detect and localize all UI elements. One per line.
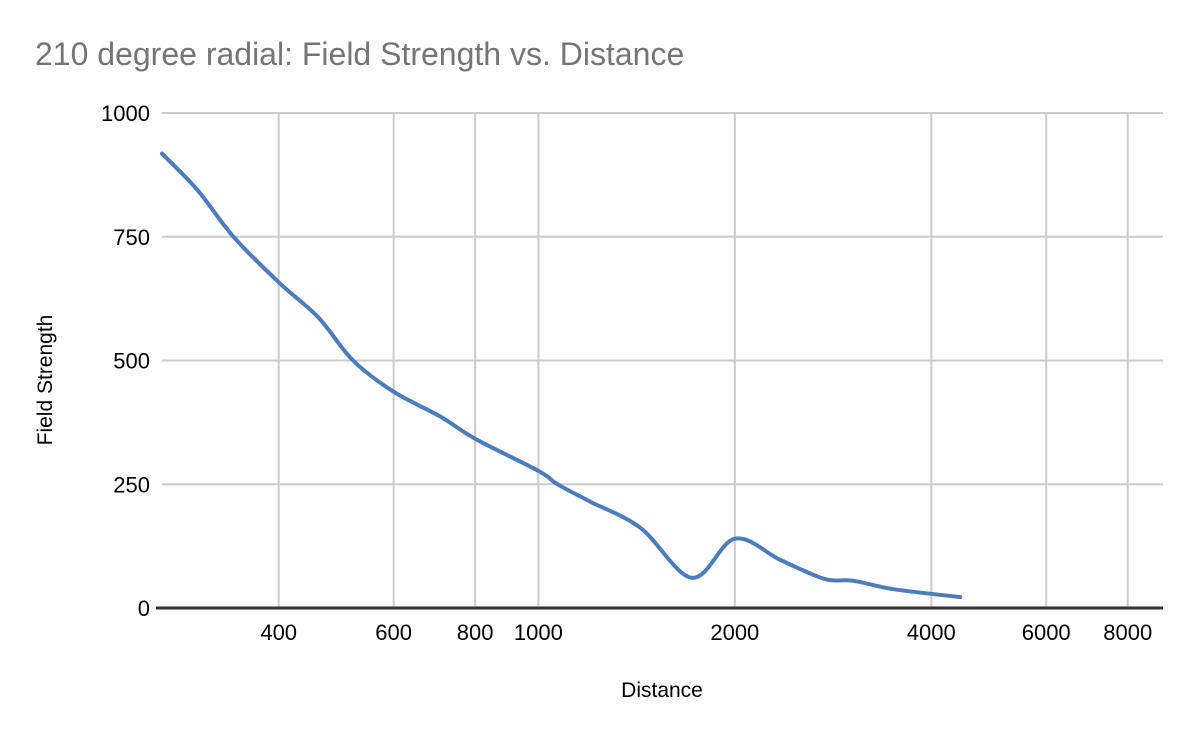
gridlines-vertical <box>277 113 1129 608</box>
gridlines-horizontal <box>162 112 1163 486</box>
field-strength-curve <box>160 151 963 600</box>
x-tick-label: 4000 <box>907 620 956 645</box>
y-tick-label: 750 <box>113 225 150 250</box>
x-tick-label: 6000 <box>1022 620 1071 645</box>
x-tick-label: 400 <box>260 620 297 645</box>
y-tick-label: 500 <box>113 349 150 374</box>
x-tick-label: 2000 <box>710 620 759 645</box>
series-line <box>160 151 963 600</box>
x-tick-label: 600 <box>375 620 412 645</box>
x-axis-title: Distance <box>621 679 703 702</box>
y-tick-labels: 0 250 500 750 1000 <box>101 101 150 621</box>
x-tick-label: 1000 <box>514 620 563 645</box>
y-tick-label: 0 <box>138 596 150 621</box>
y-tick-label: 250 <box>113 472 150 497</box>
x-tick-label: 800 <box>457 620 494 645</box>
y-tick-label: 1000 <box>101 101 150 126</box>
chart-title: 210 degree radial: Field Strength vs. Di… <box>35 36 685 72</box>
x-tick-labels: 400 600 800 1000 2000 4000 6000 8000 <box>260 620 1152 645</box>
x-tick-label: 8000 <box>1103 620 1152 645</box>
